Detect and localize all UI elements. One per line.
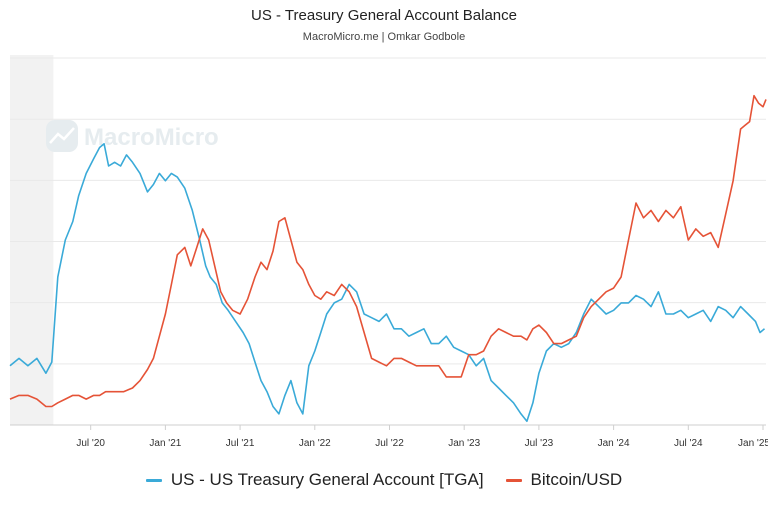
- legend-swatch-bitcoin: [505, 478, 522, 482]
- legend[interactable]: US - US Treasury General Account [TGA] B…: [0, 470, 768, 490]
- x-tick-label: Jan '24: [598, 438, 630, 449]
- shaded-region: [10, 55, 54, 425]
- chart-subtitle: MacroMicro.me | Omkar Godbole: [302, 31, 466, 43]
- legend-swatch-tga: [145, 478, 162, 482]
- chart-title: US - Treasury General Account Balance: [251, 7, 517, 24]
- x-tick-label: Jan '23: [448, 438, 480, 449]
- x-tick-label: Jul '20: [76, 438, 105, 449]
- watermark: MacroMicro: [46, 120, 219, 152]
- x-tick-label: Jan '22: [299, 438, 331, 449]
- watermark-text: MacroMicro: [84, 124, 219, 151]
- bitcoin-series-line: [9, 94, 767, 408]
- tga-series-line: [9, 143, 766, 423]
- legend-item-tga[interactable]: US - US Treasury General Account [TGA]: [145, 470, 484, 490]
- x-tick-label: Jul '23: [525, 438, 554, 449]
- series-lines: [9, 94, 767, 423]
- legend-label-bitcoin: Bitcoin/USD: [530, 470, 623, 489]
- legend-item-bitcoin[interactable]: Bitcoin/USD: [505, 470, 623, 490]
- logo-trend-mark: [49, 127, 75, 144]
- x-tick-label: Jan '25: [738, 438, 768, 449]
- x-tick-label: Jul '21: [226, 438, 255, 449]
- x-tick-label: Jan '21: [149, 438, 181, 449]
- x-axis-ticks: Jul '20 Jan '21 Jul '21 Jan '22 Jul '22 Jan '…: [76, 425, 768, 449]
- x-tick-label: Jul '24: [674, 438, 703, 449]
- legend-label-tga: US - US Treasury General Account [TGA]: [170, 470, 484, 489]
- x-tick-label: Jul '22: [375, 438, 404, 449]
